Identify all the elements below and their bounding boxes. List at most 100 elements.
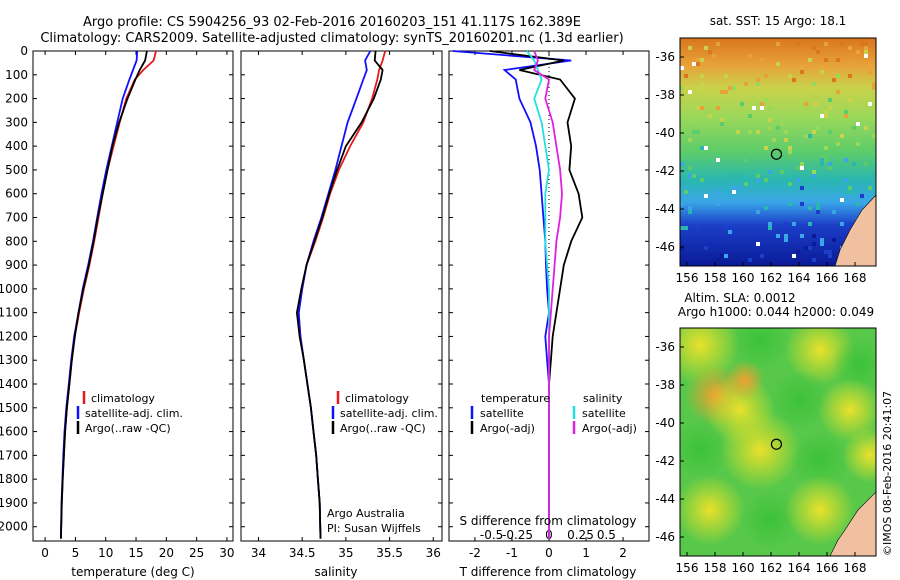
- sst-pixel: [836, 74, 840, 78]
- sst-pixel: [720, 122, 724, 126]
- temperature-xlabel: temperature (deg C): [71, 565, 194, 579]
- map-y-tick-label: -42: [655, 164, 675, 178]
- sst-pixel: [680, 226, 684, 230]
- argo-position-marker: [770, 148, 783, 160]
- sst-pixel: [844, 114, 848, 118]
- x-tick-label: 5: [72, 546, 80, 560]
- sst-pixel: [820, 70, 824, 74]
- difference-xlabel: T difference from climatology: [459, 565, 637, 579]
- sst-pixel: [860, 42, 864, 46]
- sla-anomaly-blob: [680, 420, 730, 480]
- sst-pixel: [816, 206, 820, 210]
- sst-pixel: [836, 142, 840, 146]
- sst-pixel: [692, 130, 696, 134]
- map-x-tick-label: 168: [844, 271, 867, 285]
- sst-pixel: [764, 206, 768, 210]
- sla-anomaly-blob: [842, 427, 876, 483]
- sst-pixel: [848, 62, 852, 66]
- sst-pixel: [852, 90, 856, 94]
- sst-pixel: [808, 58, 812, 62]
- sst-pixel: [684, 86, 688, 90]
- sst-pixel: [728, 86, 732, 90]
- sst-pixel: [736, 186, 740, 190]
- sst-pixel: [684, 74, 688, 78]
- depth-tick-label: 1800: [0, 472, 28, 486]
- map-y-tick-label: -44: [655, 202, 675, 216]
- sst-pixel: [748, 54, 752, 58]
- sst-pixel: [728, 174, 732, 178]
- sst-pixel: [824, 146, 828, 150]
- depth-tick-label: 1400: [0, 377, 28, 391]
- sst-pixel: [812, 242, 816, 246]
- sst-pixel: [760, 58, 764, 62]
- map-x-tick-label: 158: [704, 271, 727, 285]
- depth-tick-label: 1600: [0, 425, 28, 439]
- sst-pixel: [812, 258, 816, 262]
- x-tick-label: 35: [338, 546, 353, 560]
- sst-pixel: [704, 62, 708, 66]
- sst-pixel: [740, 174, 744, 178]
- sst-pixel: [680, 246, 684, 250]
- sst-pixel: [820, 158, 824, 162]
- sla-anomaly-blob: [720, 410, 800, 490]
- sst-pixel: [856, 122, 860, 126]
- attribution-text: Argo Australia: [327, 507, 405, 520]
- sst-pixel: [688, 174, 692, 178]
- sst-map-field: [680, 38, 876, 266]
- sst-pixel: [684, 226, 688, 230]
- x-tick-label: 34: [251, 546, 266, 560]
- sst-pixel: [832, 210, 836, 214]
- sst-pixel: [812, 130, 816, 134]
- depth-tick-label: 600: [5, 187, 28, 201]
- sst-pixel: [716, 158, 720, 162]
- series-line-satellite-adj-clim-: [60, 50, 139, 539]
- sst-pixel: [692, 174, 696, 178]
- sst-pixel: [812, 46, 816, 50]
- sst-pixel: [816, 202, 820, 206]
- sst-pixel: [828, 162, 832, 166]
- sst-pixel: [744, 82, 748, 86]
- x-tick-label: 1: [582, 546, 590, 560]
- sst-pixel: [852, 126, 856, 130]
- legend-label-argo: Argo(..raw -QC): [85, 422, 171, 435]
- sst-pixel: [692, 62, 696, 66]
- series-line-argo-adj-: [489, 50, 584, 539]
- sst-pixel: [692, 182, 696, 186]
- sla-anomaly-blob: [785, 475, 855, 545]
- sst-pixel: [784, 130, 788, 134]
- sst-pixel: [764, 182, 768, 186]
- map-y-tick-label: -40: [655, 126, 675, 140]
- sst-pixel: [680, 86, 684, 90]
- sst-pixel: [708, 114, 712, 118]
- sst-pixel: [680, 162, 684, 166]
- sst-pixel: [820, 162, 824, 166]
- sst-pixel: [832, 182, 836, 186]
- series-line-climatology: [60, 50, 157, 539]
- sst-pixel: [744, 158, 748, 162]
- depth-tick-label: 400: [5, 139, 28, 153]
- sst-pixel: [868, 70, 872, 74]
- sst-pixel: [824, 110, 828, 114]
- sst-pixel: [804, 154, 808, 158]
- sst-pixel: [728, 230, 732, 234]
- map-x-tick-label: 160: [732, 271, 755, 285]
- sst-pixel: [792, 222, 796, 226]
- sst-pixel: [772, 138, 776, 142]
- sst-pixel: [756, 78, 760, 82]
- sst-pixel: [832, 238, 836, 242]
- sst-pixel: [756, 130, 760, 134]
- depth-tick-label: 200: [5, 92, 28, 106]
- x-tick-label: 0: [41, 546, 49, 560]
- sst-pixel: [852, 162, 856, 166]
- sst-pixel: [832, 78, 836, 82]
- sst-pixel: [700, 74, 704, 78]
- sst-map-axes: 156 158 160 162 164 166 168 -36 -38 -40 -42 -44 -46: [655, 50, 866, 285]
- sla-map-field: [680, 328, 876, 556]
- sst-pixel: [768, 126, 772, 130]
- map-x-tick-label: 166: [816, 271, 839, 285]
- depth-tick-label: 900: [5, 258, 28, 272]
- sst-pixel: [796, 250, 800, 254]
- sst-pixel: [820, 242, 824, 246]
- sst-pixel: [836, 58, 840, 62]
